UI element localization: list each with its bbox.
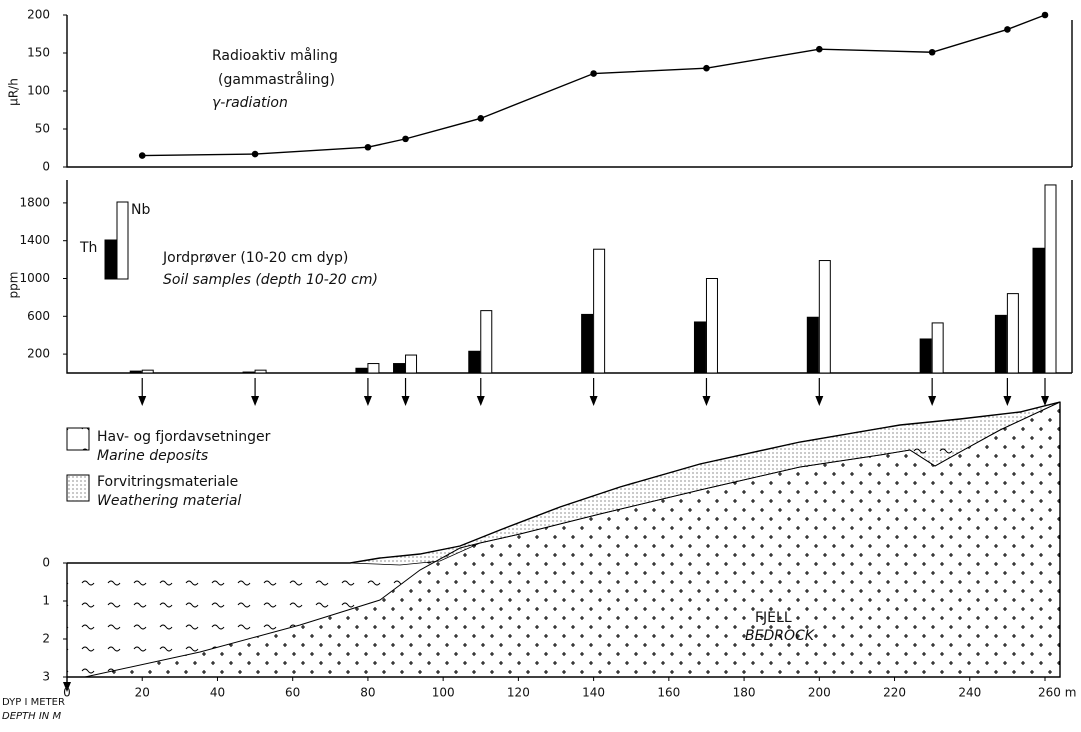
bar <box>130 371 141 373</box>
legend-swatch <box>105 240 116 279</box>
bar <box>920 339 931 373</box>
point <box>1004 26 1011 33</box>
annotation: (gammastråling) <box>218 71 335 88</box>
sample-arrow-head <box>402 396 410 406</box>
y-tick-label: 0 <box>42 556 50 570</box>
legend-label: Marine deposits <box>97 448 208 464</box>
y-tick-label: 1000 <box>19 271 50 285</box>
y-axis-label: ppm <box>7 272 21 299</box>
bar <box>481 311 492 373</box>
x-tick-label: 40 <box>210 686 225 700</box>
point <box>929 49 936 56</box>
sample-arrow-head <box>590 396 598 406</box>
legend-label: Hav- og fjordavsetninger <box>97 429 271 445</box>
axis-frame <box>67 15 1072 167</box>
point <box>1042 12 1049 19</box>
y-tick-label: 200 <box>27 347 50 361</box>
x-tick-label: 100 <box>432 686 455 700</box>
y-tick-label: 0 <box>42 160 50 174</box>
y-axis-label: DEPTH IN M <box>2 711 61 722</box>
annotation: Jordprøver (10-20 cm dyp) <box>162 250 348 266</box>
sample-arrow-head <box>138 396 146 406</box>
x-tick-label: 0 <box>63 686 71 700</box>
bar <box>406 355 417 373</box>
point <box>252 151 259 158</box>
y-axis-label: μR/h <box>7 78 21 106</box>
point <box>590 70 597 77</box>
bar <box>469 351 480 373</box>
bar <box>368 364 379 373</box>
bar <box>394 364 405 373</box>
annotation: Soil samples (depth 10-20 cm) <box>163 272 378 288</box>
bar <box>995 315 1006 373</box>
legend-label: Nb <box>131 202 150 218</box>
y-axis-label: DYP I METER <box>2 697 65 708</box>
x-tick-label: 180 <box>733 686 756 700</box>
x-tick-label: 240 <box>958 686 981 700</box>
x-tick-label: 140 <box>582 686 605 700</box>
annotation: γ-radiation <box>212 95 288 111</box>
sample-arrow-head <box>928 396 936 406</box>
y-tick-label: 2 <box>42 632 50 646</box>
legend-label: Th <box>79 240 97 256</box>
x-tick-label: 120 <box>507 686 530 700</box>
bar <box>1033 248 1044 373</box>
point <box>816 46 823 53</box>
y-tick-label: 1800 <box>19 195 50 209</box>
y-tick-label: 1400 <box>19 233 50 247</box>
y-tick-label: 150 <box>27 46 50 60</box>
sample-arrow-head <box>477 396 485 406</box>
y-tick-label: 100 <box>27 84 50 98</box>
bar <box>706 279 717 374</box>
bar <box>1045 185 1056 373</box>
annotation: Radioaktiv måling <box>212 47 338 64</box>
sample-arrow-head <box>364 396 372 406</box>
legend-label: Forvitringsmateriale <box>97 474 238 490</box>
x-tick-label: 20 <box>135 686 150 700</box>
legend-swatch <box>117 202 128 279</box>
bar <box>694 322 705 373</box>
x-tick-label: 260 m <box>1038 686 1076 700</box>
point <box>365 144 372 151</box>
y-tick-label: 200 <box>27 8 50 22</box>
bar <box>142 370 153 373</box>
y-tick-label: 600 <box>27 309 50 323</box>
bar <box>255 370 266 373</box>
x-tick-label: 160 <box>657 686 680 700</box>
point <box>139 152 146 159</box>
bar <box>243 372 254 373</box>
point <box>402 136 409 143</box>
x-tick-label: 80 <box>360 686 375 700</box>
figure: Radioaktiv måling (gammastråling) γ-radi… <box>0 0 1081 732</box>
bar <box>594 249 605 373</box>
x-tick-label: 220 <box>883 686 906 700</box>
legend-swatch <box>67 428 89 450</box>
sample-arrow-head <box>1003 396 1011 406</box>
bar <box>1007 294 1018 373</box>
point <box>703 65 710 72</box>
bar <box>932 323 943 373</box>
sample-arrow-head <box>815 396 823 406</box>
sample-arrow-head <box>251 396 259 406</box>
x-tick-label: 60 <box>285 686 300 700</box>
bar <box>356 368 367 373</box>
bar <box>807 317 818 373</box>
legend-label: Weathering material <box>97 493 241 509</box>
y-tick-label: 1 <box>42 594 50 608</box>
bar <box>582 314 593 373</box>
y-tick-label: 3 <box>42 670 50 684</box>
x-tick-label: 200 <box>808 686 831 700</box>
legend-swatch <box>67 475 89 501</box>
bar <box>819 261 830 373</box>
point <box>477 115 484 122</box>
sample-arrow-head <box>702 396 710 406</box>
annotation: BEDROCK <box>745 628 816 644</box>
annotation: FJELL <box>755 610 792 626</box>
y-tick-label: 50 <box>35 122 50 136</box>
